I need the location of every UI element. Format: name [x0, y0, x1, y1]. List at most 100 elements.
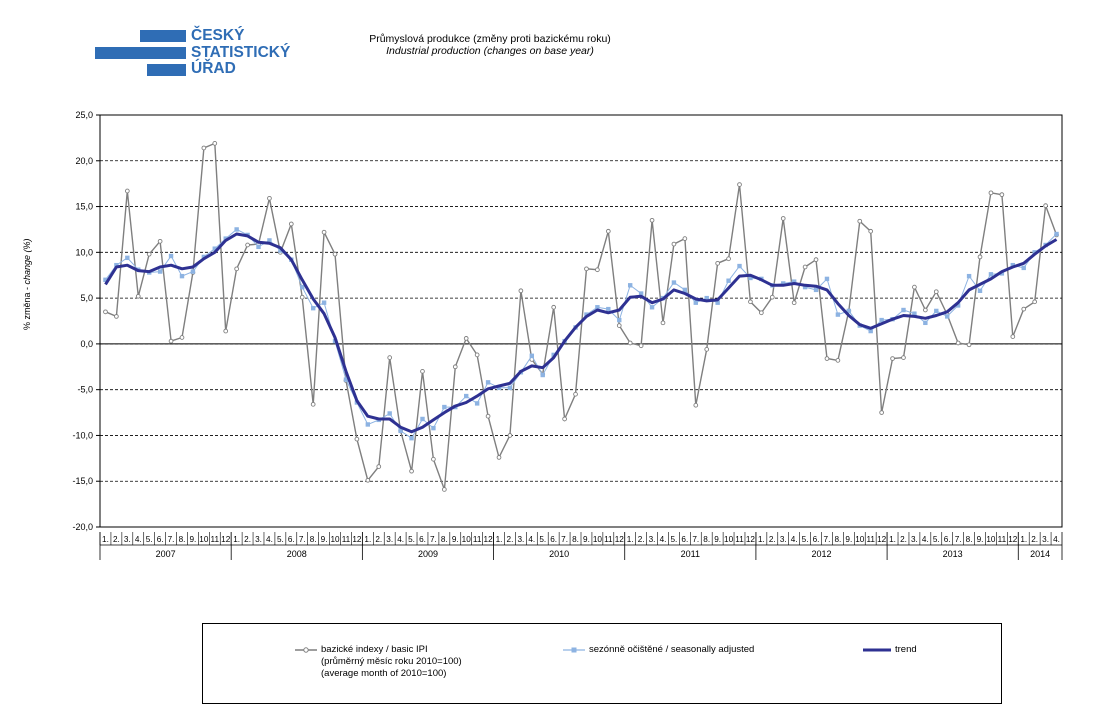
- logo-bar-2: [95, 47, 186, 59]
- logo-bar-1: [140, 30, 186, 42]
- seasonal-point: [627, 283, 633, 288]
- x-month-label: 5.: [539, 535, 546, 544]
- x-month-label: 7.: [824, 535, 831, 544]
- basic-point: [431, 456, 436, 462]
- y-tick-label: 5,0: [80, 293, 93, 303]
- basic-point: [168, 338, 174, 344]
- basic-point: [496, 455, 502, 460]
- legend-note-basic-2: (average month of 2010=100): [321, 668, 447, 679]
- basic-point: [332, 251, 338, 257]
- basic-point: [354, 436, 360, 442]
- x-month-label: 12: [615, 535, 625, 544]
- x-month-label: 10: [855, 535, 865, 544]
- x-month-label: 2.: [638, 535, 645, 544]
- x-month-label: 9.: [583, 535, 590, 544]
- basic-point: [201, 145, 207, 151]
- seasonal-point: [802, 284, 808, 290]
- basic-point: [288, 221, 294, 227]
- seasonal-point: [977, 288, 983, 293]
- seasonal-point: [595, 305, 600, 310]
- seasonal-point: [201, 254, 207, 260]
- x-month-label: 7.: [561, 535, 568, 544]
- x-month-label: 5.: [277, 535, 284, 544]
- x-month-label: 12: [352, 535, 362, 544]
- basic-point: [223, 328, 229, 334]
- basic-point: [769, 294, 775, 300]
- legend-item-seasonal: sezónně očištěné / seasonally adjusted: [563, 644, 754, 656]
- basic-point: [562, 416, 567, 422]
- x-month-label: 1.: [496, 535, 503, 544]
- x-month-label: 4.: [397, 535, 404, 544]
- x-month-label: 1.: [889, 535, 896, 544]
- x-month-label: 8.: [441, 535, 448, 544]
- seasonal-point: [387, 411, 392, 416]
- x-month-label: 11: [473, 535, 482, 544]
- x-month-label: 3.: [517, 535, 524, 544]
- x-month-label: 12: [484, 535, 494, 544]
- x-month-label: 9.: [321, 535, 328, 544]
- x-month-label: 2.: [507, 535, 514, 544]
- x-month-label: 1.: [364, 535, 371, 544]
- seasonal-point: [343, 377, 349, 382]
- x-month-label: 7.: [430, 535, 437, 544]
- x-month-label: 10: [199, 535, 209, 544]
- seasonal-point: [901, 307, 906, 313]
- x-month-label: 6.: [681, 535, 688, 544]
- basic-point: [179, 335, 185, 340]
- basic-point: [584, 266, 589, 272]
- legend-label-trend: trend: [895, 644, 917, 655]
- seasonal-point: [868, 328, 873, 334]
- x-month-label: 8.: [310, 535, 317, 544]
- seasonal-point: [234, 227, 239, 232]
- x-month-label: 9.: [714, 535, 721, 544]
- basic-point: [704, 347, 710, 352]
- basic-point: [452, 364, 458, 370]
- seasonal-point: [125, 255, 130, 261]
- seasonal-point: [267, 238, 272, 243]
- basic-point: [955, 340, 961, 346]
- x-month-label: 3.: [780, 535, 787, 544]
- x-month-label: 11: [211, 535, 220, 544]
- x-year-label: 2013: [943, 549, 963, 559]
- seasonal-point: [420, 416, 425, 422]
- x-year-label: 2009: [418, 549, 438, 559]
- seasonal-point: [256, 244, 261, 250]
- x-month-label: 2.: [113, 535, 120, 544]
- basic-point: [999, 192, 1005, 198]
- x-month-label: 2.: [375, 535, 382, 544]
- x-month-label: 9.: [845, 535, 852, 544]
- y-tick-label: -10,0: [72, 430, 93, 440]
- x-month-label: 7.: [168, 535, 175, 544]
- y-tick-label: 25,0: [75, 110, 93, 120]
- x-month-label: 7.: [955, 535, 962, 544]
- basic-point: [114, 314, 119, 319]
- basic-point: [813, 257, 819, 263]
- basic-point: [857, 218, 863, 224]
- basic-point: [890, 356, 895, 361]
- x-month-label: 1.: [233, 535, 240, 544]
- basic-point: [660, 320, 666, 326]
- y-axis-label-en: change (%): [22, 238, 32, 285]
- x-year-label: 2010: [549, 549, 569, 559]
- seasonal-point: [584, 312, 589, 317]
- basic-point: [267, 195, 272, 201]
- x-month-label: 10: [724, 535, 734, 544]
- legend-item-basic: bazické indexy / basic IPI (průměrný měs…: [295, 644, 462, 680]
- x-month-label: 2.: [244, 535, 251, 544]
- y-tick-label: -5,0: [77, 385, 93, 395]
- seasonal-point: [442, 404, 447, 410]
- basic-point: [595, 267, 600, 273]
- x-month-label: 7.: [299, 535, 306, 544]
- x-month-label: 11: [735, 535, 744, 544]
- x-month-label: 5.: [802, 535, 809, 544]
- csu-logo: ČESKÝ STATISTICKÝ ÚŘAD: [95, 27, 295, 78]
- x-month-label: 10: [330, 535, 340, 544]
- logo-line-2: STATISTICKÝ: [191, 43, 291, 61]
- seasonal-point: [474, 401, 480, 406]
- x-month-label: 8.: [834, 535, 841, 544]
- seasonal-point: [1054, 231, 1059, 237]
- x-month-label: 3.: [649, 535, 656, 544]
- y-tick-label: 10,0: [75, 247, 93, 257]
- seasonal-point: [179, 273, 185, 279]
- chart-title: Průmyslová produkce (změny proti bazické…: [330, 33, 650, 57]
